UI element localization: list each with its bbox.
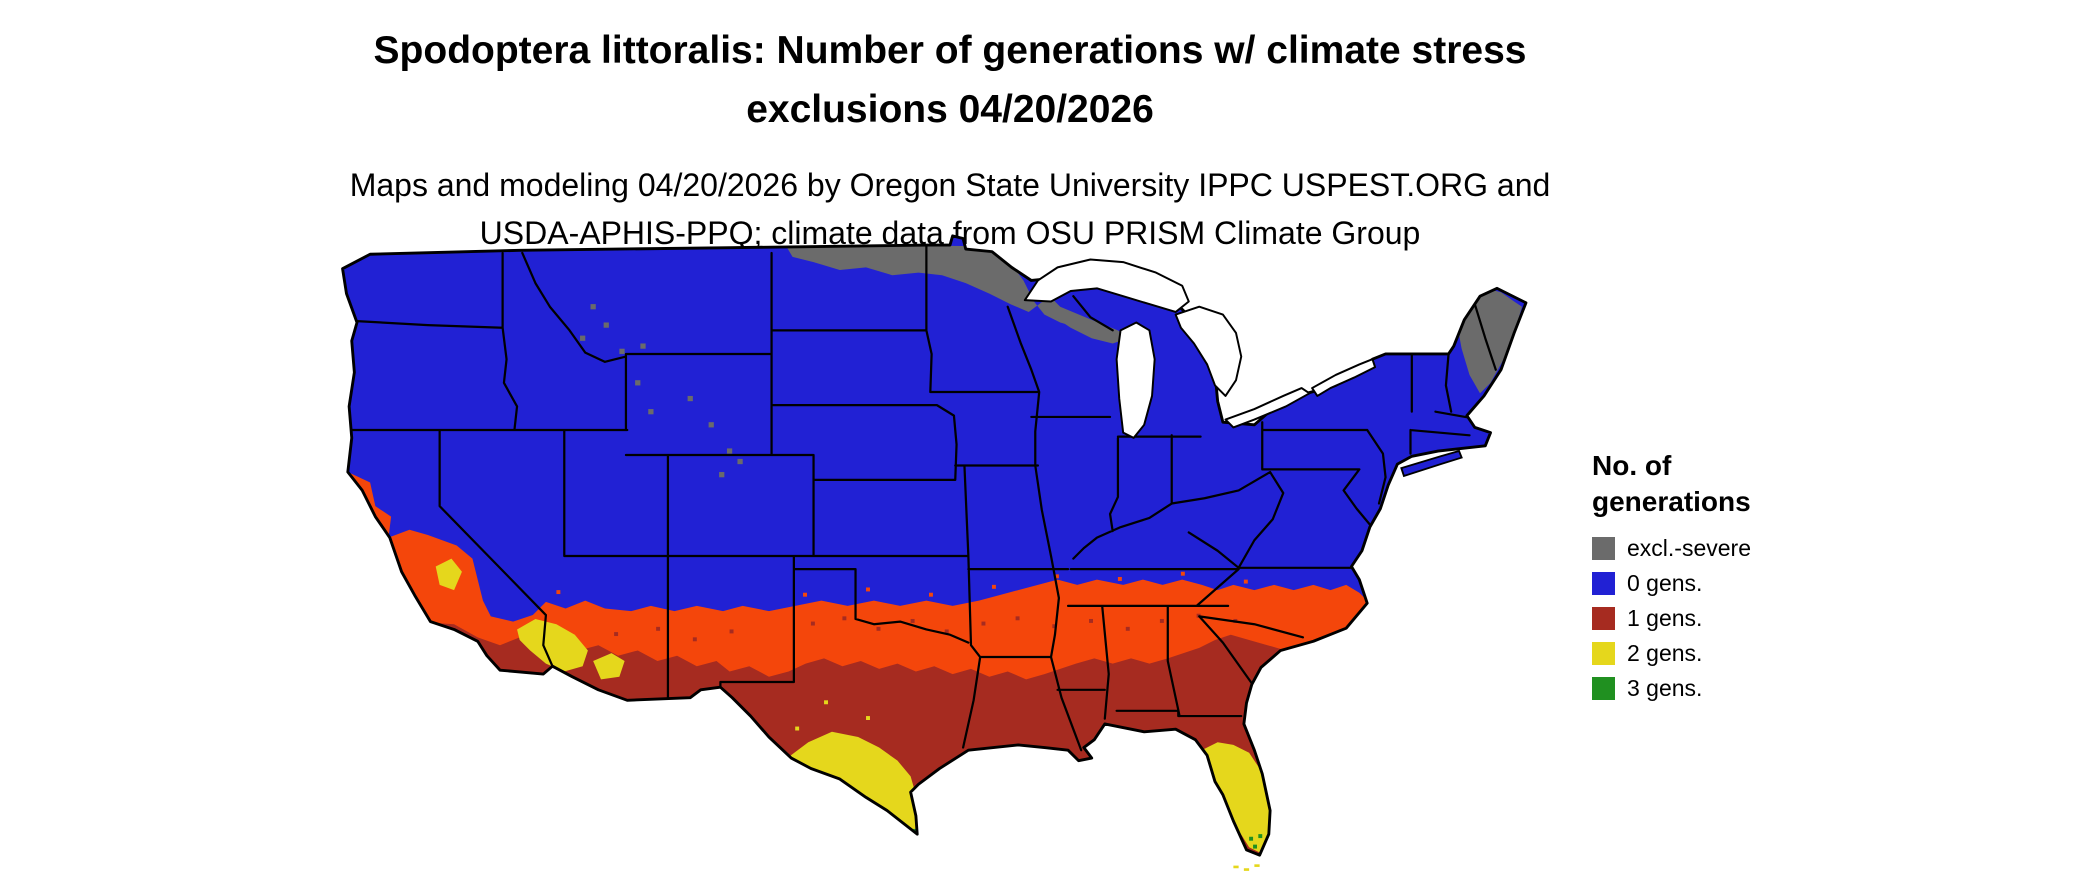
page-subtitle-line1: Maps and modeling 04/20/2026 by Oregon S… [349, 167, 1551, 203]
legend-item-3-gens: 3 gens. [1592, 674, 1852, 701]
page-title: Spodoptera littoralis: Number of generat… [0, 22, 1900, 139]
region-excl-severe-north [784, 243, 1079, 328]
legend-label-1-gens: 1 gens. [1627, 604, 1703, 631]
legend-item-excl-severe: excl.-severe [1592, 534, 1852, 561]
map-raster-layers [342, 235, 1526, 856]
legend-label-3-gens: 3 gens. [1627, 674, 1703, 701]
lake-huron [1174, 305, 1243, 397]
legend-item-1-gens: 1 gens. [1592, 604, 1852, 631]
great-lakes [1023, 258, 1377, 439]
legend-swatch-excl-severe [1592, 536, 1615, 560]
legend-label-2-gens: 2 gens. [1627, 639, 1703, 666]
region-excl-severe-upper-michigan [1054, 306, 1129, 344]
lake-michigan [1115, 321, 1156, 439]
legend-swatch-2-gens [1592, 641, 1615, 665]
legend-item-2-gens: 2 gens. [1592, 639, 1852, 666]
page-subtitle: Maps and modeling 04/20/2026 by Oregon S… [0, 161, 1900, 257]
legend-title-line2: generations [1592, 486, 1751, 518]
page-title-line2: exclusions 04/20/2026 [746, 87, 1154, 131]
legend-title-line1: No. of [1592, 450, 1672, 481]
lake-ontario [1311, 358, 1377, 397]
region-3-gens-specks [913, 828, 1263, 849]
long-island [1400, 449, 1463, 478]
header: Spodoptera littoralis: Number of generat… [0, 22, 1900, 257]
region-excl-severe-adirondacks [1375, 327, 1412, 354]
legend-title: No. of generations [1592, 448, 1852, 521]
page-title-line1: Spodoptera littoralis: Number of generat… [373, 29, 1527, 72]
us-generations-map [336, 228, 1543, 884]
state-borders [346, 243, 1497, 752]
region-2-gens-arizona [593, 653, 625, 680]
region-2-gens-southwest [517, 618, 588, 672]
legend-label-0-gens: 0 gens. [1627, 569, 1703, 596]
speckles-bright-in-blue [556, 571, 1248, 597]
florida-keys-specks [1233, 864, 1260, 871]
legend-swatch-1-gens [1592, 606, 1615, 630]
legend-swatch-3-gens [1592, 676, 1615, 700]
legend-swatch-0-gens [1592, 571, 1615, 595]
lake-erie [1224, 387, 1311, 429]
legend-item-0-gens: 0 gens. [1592, 569, 1852, 596]
legend: No. of generations excl.-severe 0 gens. … [1592, 448, 1852, 712]
lake-superior [1023, 258, 1190, 313]
us-map-svg [341, 234, 1528, 871]
us-outline [341, 234, 1528, 857]
legend-label-excl-severe: excl.-severe [1627, 534, 1751, 561]
region-excl-severe-rockies-specks [580, 304, 743, 478]
region-2-gens-florida [1201, 742, 1271, 853]
region-excl-severe-maine [1457, 288, 1523, 394]
speckles-yellow-in-dark [795, 700, 870, 731]
region-2-gens-central-valley [435, 558, 462, 591]
